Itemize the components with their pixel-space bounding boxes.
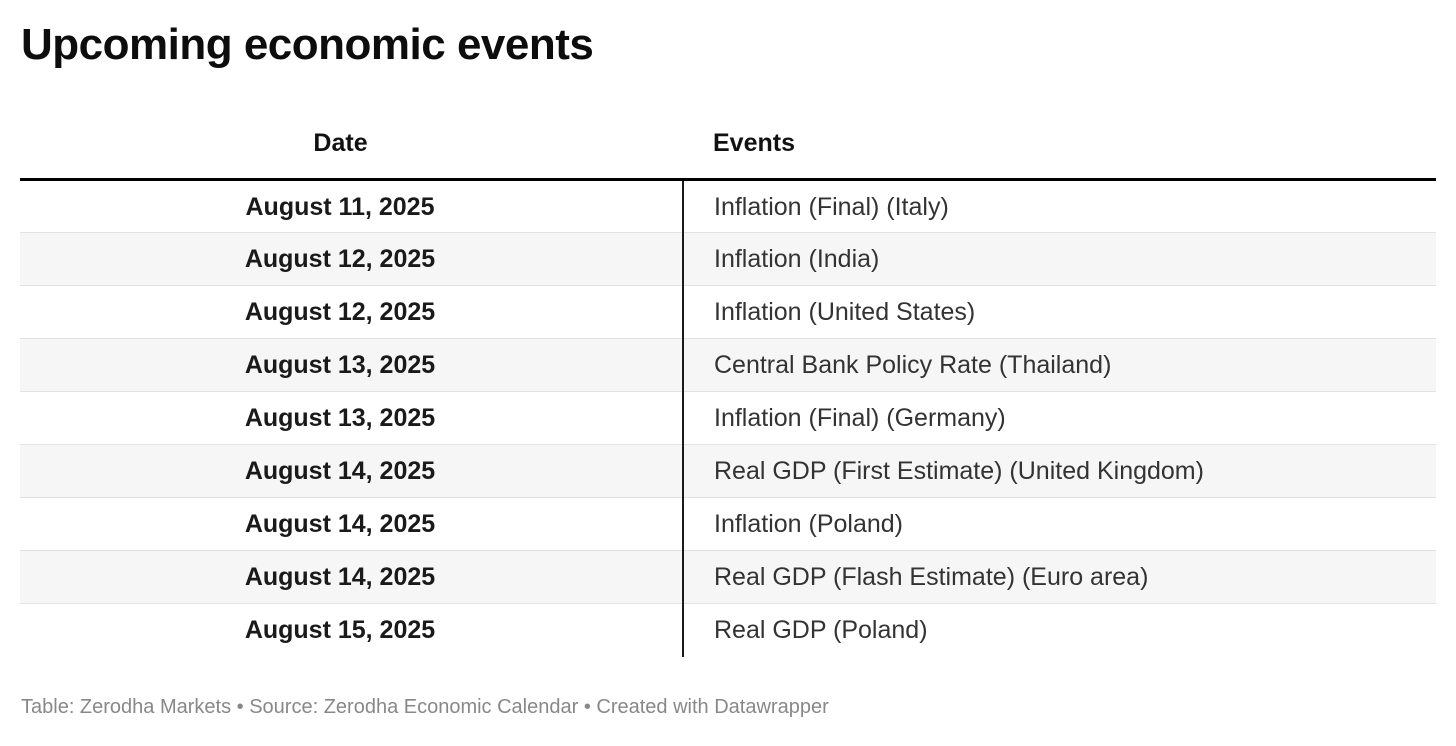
chart-title: Upcoming economic events	[21, 20, 594, 69]
table-body: August 11, 2025 Inflation (Final) (Italy…	[20, 179, 1436, 657]
table-row: August 13, 2025 Central Bank Policy Rate…	[20, 338, 1436, 392]
table-row: August 12, 2025 Inflation (United States…	[20, 285, 1436, 339]
event-cell: Central Bank Policy Rate (Thailand)	[683, 338, 1436, 392]
table-row: August 13, 2025 Inflation (Final) (Germa…	[20, 391, 1436, 445]
table-row: August 11, 2025 Inflation (Final) (Italy…	[20, 179, 1436, 233]
event-cell: Real GDP (Poland)	[683, 603, 1436, 657]
economic-events-table: Date Events August 11, 2025 Inflation (F…	[20, 70, 1436, 657]
table-row: August 15, 2025 Real GDP (Poland)	[20, 603, 1436, 657]
date-cell: August 13, 2025	[20, 391, 684, 445]
table-row: August 14, 2025 Real GDP (Flash Estimate…	[20, 550, 1436, 604]
event-cell: Inflation (India)	[683, 232, 1436, 286]
event-cell: Real GDP (Flash Estimate) (Euro area)	[683, 550, 1436, 604]
table-row: August 12, 2025 Inflation (India)	[20, 232, 1436, 286]
table-row: August 14, 2025 Real GDP (First Estimate…	[20, 444, 1436, 498]
event-cell: Inflation (Final) (Germany)	[683, 391, 1436, 445]
date-cell: August 14, 2025	[20, 550, 684, 604]
event-cell: Inflation (Final) (Italy)	[714, 192, 949, 221]
attribution-footer: Table: Zerodha Markets • Source: Zerodha…	[21, 695, 829, 718]
header-row: Date Events	[20, 70, 1436, 181]
date-cell: August 15, 2025	[20, 603, 684, 657]
event-cell: Real GDP (First Estimate) (United Kingdo…	[683, 444, 1436, 498]
date-cell: August 11, 2025	[20, 179, 684, 233]
column-header-events: Events	[683, 70, 1436, 181]
event-cell: Inflation (United States)	[683, 285, 1436, 339]
date-cell: August 12, 2025	[20, 285, 684, 339]
date-cell: August 12, 2025	[20, 232, 684, 286]
date-cell: August 13, 2025	[20, 338, 684, 392]
event-cell: Inflation (Poland)	[683, 497, 1436, 551]
date-cell: August 14, 2025	[20, 497, 684, 551]
column-header-date: Date	[20, 70, 683, 181]
date-cell: August 14, 2025	[20, 444, 684, 498]
table-row: August 14, 2025 Inflation (Poland)	[20, 497, 1436, 551]
